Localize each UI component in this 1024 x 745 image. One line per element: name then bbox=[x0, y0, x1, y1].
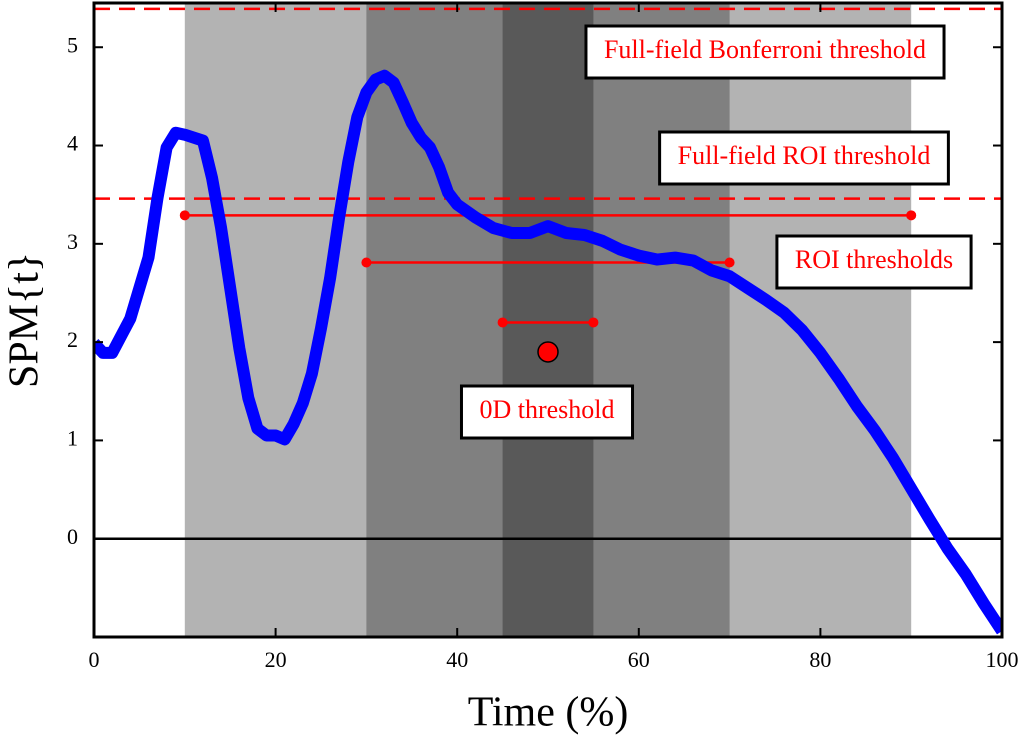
annotation: 0D threshold bbox=[479, 395, 614, 424]
roi-threshold-end bbox=[179, 210, 190, 221]
spm-curve bbox=[94, 69, 1002, 635]
annotation: Full-field ROI threshold bbox=[678, 141, 931, 170]
x-axis-label: Time (%) bbox=[468, 690, 629, 736]
annotation: ROI thresholds bbox=[795, 245, 953, 274]
annotation-box bbox=[584, 24, 946, 80]
roi-threshold-end bbox=[724, 257, 735, 268]
x-tick-label: 60 bbox=[628, 647, 650, 672]
x-tick-label: 40 bbox=[446, 647, 468, 672]
y-tick-label: 1 bbox=[67, 425, 78, 450]
y-axis-label: SPM{t} bbox=[2, 252, 48, 388]
roi-threshold-end bbox=[361, 257, 372, 268]
roi-region bbox=[502, 3, 594, 637]
roi-threshold-end bbox=[906, 210, 917, 221]
annotation-box bbox=[459, 384, 635, 440]
y-tick-label: 2 bbox=[67, 327, 78, 352]
zero-d-threshold bbox=[537, 341, 559, 363]
y-tick-label: 0 bbox=[67, 524, 78, 549]
plot bbox=[94, 69, 1002, 635]
x-tick-label: 80 bbox=[809, 647, 831, 672]
plot-frame bbox=[92, 1, 1004, 639]
annotation-box bbox=[775, 234, 973, 290]
x-tick-label: 0 bbox=[89, 647, 100, 672]
y-tick-label: 5 bbox=[67, 32, 78, 57]
y-tick-label: 3 bbox=[67, 229, 78, 254]
roi-threshold-end bbox=[588, 317, 599, 328]
annotation-box bbox=[658, 130, 950, 186]
x-tick-label: 100 bbox=[986, 647, 1019, 672]
annotation: Full-field Bonferroni threshold bbox=[604, 35, 926, 64]
roi-threshold-end bbox=[497, 317, 508, 328]
x-tick-label: 20 bbox=[265, 647, 287, 672]
y-tick-label: 4 bbox=[67, 131, 78, 156]
